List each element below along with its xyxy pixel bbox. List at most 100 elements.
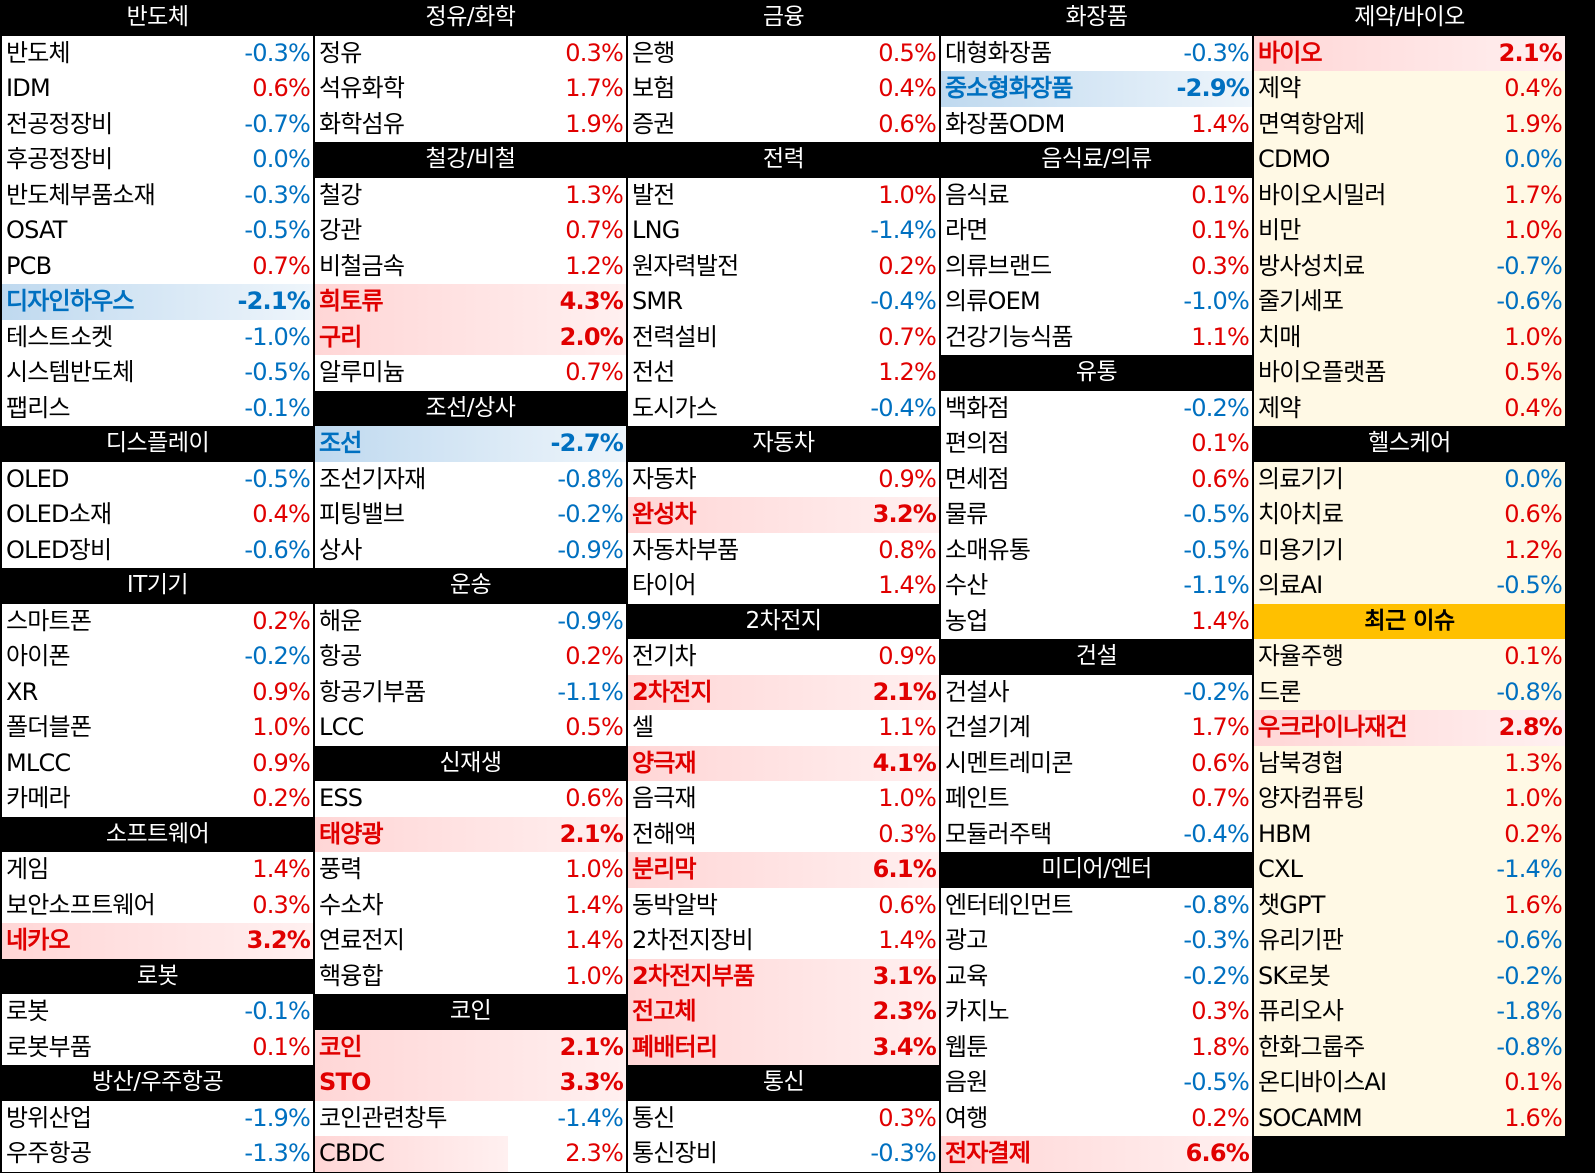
sector-row[interactable]: ESS 0.6%	[315, 781, 626, 817]
sector-row[interactable]: 타이어 1.4%	[628, 568, 939, 604]
sector-row[interactable]: 코인 2.1%	[315, 1029, 626, 1065]
sector-row[interactable]: 조선기자재 -0.8%	[315, 462, 626, 498]
sector-row[interactable]: 카메라 0.2%	[2, 781, 313, 817]
sector-row[interactable]: 항공기부품 -1.1%	[315, 675, 626, 711]
sector-row[interactable]: 전자결제 6.6%	[941, 1136, 1252, 1172]
sector-row[interactable]: 제약 0.4%	[1254, 390, 1565, 426]
sector-row[interactable]: 건설사 -0.2%	[941, 675, 1252, 711]
sector-row[interactable]: 여행 0.2%	[941, 1101, 1252, 1137]
sector-row[interactable]: 의류브랜드 0.3%	[941, 249, 1252, 285]
sector-row[interactable]: 은행 0.5%	[628, 36, 939, 72]
sector-row[interactable]: 보험 0.4%	[628, 71, 939, 107]
sector-row[interactable]: 연료전지 1.4%	[315, 923, 626, 959]
sector-row[interactable]: 면역항암제 1.9%	[1254, 106, 1565, 142]
sector-row[interactable]: 편의점 0.1%	[941, 426, 1252, 462]
sector-row[interactable]: 로봇부품 0.1%	[2, 1030, 313, 1066]
sector-row[interactable]: 대형화장품 -0.3%	[941, 36, 1252, 72]
sector-row[interactable]: IDM 0.6%	[2, 71, 313, 107]
sector-row[interactable]: 화학섬유 1.9%	[315, 107, 626, 143]
sector-row[interactable]: 항공 0.2%	[315, 639, 626, 675]
sector-row[interactable]: 전선 1.2%	[628, 355, 939, 391]
sector-row[interactable]: 전기차 0.9%	[628, 639, 939, 675]
sector-row[interactable]: SMR -0.4%	[628, 284, 939, 320]
sector-row[interactable]: 건강기능식품 1.1%	[941, 320, 1252, 356]
sector-row[interactable]: PCB 0.7%	[2, 249, 313, 285]
sector-row[interactable]: 농업 1.4%	[941, 604, 1252, 640]
sector-row[interactable]: 비철금속 1.2%	[315, 249, 626, 285]
sector-row[interactable]: 교육 -0.2%	[941, 959, 1252, 995]
sector-row[interactable]: STO 3.3%	[315, 1065, 626, 1101]
sector-row[interactable]: 핵융합 1.0%	[315, 959, 626, 995]
sector-row[interactable]: 바이오시밀러 1.7%	[1254, 177, 1565, 213]
sector-row[interactable]: 동박알박 0.6%	[628, 888, 939, 924]
sector-row[interactable]: 2차전지부품 3.1%	[628, 958, 939, 994]
sector-row[interactable]: OLED장비 -0.6%	[2, 533, 313, 569]
sector-row[interactable]: 분리막 6.1%	[628, 852, 939, 888]
sector-row[interactable]: 석유화학 1.7%	[315, 71, 626, 107]
sector-row[interactable]: 음원 -0.5%	[941, 1065, 1252, 1101]
sector-row[interactable]: OLED -0.5%	[2, 462, 313, 498]
sector-row[interactable]: LNG -1.4%	[628, 213, 939, 249]
sector-row[interactable]: SOCAMM 1.6%	[1254, 1100, 1565, 1136]
sector-row[interactable]: 의류OEM -1.0%	[941, 284, 1252, 320]
sector-row[interactable]: 소매유통 -0.5%	[941, 533, 1252, 569]
sector-row[interactable]: 해운 -0.9%	[315, 604, 626, 640]
sector-row[interactable]: 증권 0.6%	[628, 107, 939, 143]
sector-row[interactable]: 팹리스 -0.1%	[2, 391, 313, 427]
sector-row[interactable]: 보안소프트웨어 0.3%	[2, 888, 313, 924]
sector-row[interactable]: 엔터테인먼트 -0.8%	[941, 888, 1252, 924]
sector-row[interactable]: 통신 0.3%	[628, 1101, 939, 1137]
sector-row[interactable]: 자율주행 0.1%	[1254, 639, 1565, 675]
sector-row[interactable]: 시스템반도체 -0.5%	[2, 355, 313, 391]
sector-row[interactable]: CBDC 2.3%	[315, 1136, 626, 1172]
sector-row[interactable]: 웹툰 1.8%	[941, 1030, 1252, 1066]
sector-row[interactable]: MLCC 0.9%	[2, 746, 313, 782]
sector-row[interactable]: SK로봇 -0.2%	[1254, 958, 1565, 994]
sector-row[interactable]: 미용기기 1.2%	[1254, 532, 1565, 568]
sector-row[interactable]: 알루미늄 0.7%	[315, 355, 626, 391]
sector-row[interactable]: 셀 1.1%	[628, 710, 939, 746]
sector-row[interactable]: HBM 0.2%	[1254, 816, 1565, 852]
sector-row[interactable]: 코인관련창투 -1.4%	[315, 1101, 626, 1137]
sector-row[interactable]: 바이오 2.1%	[1254, 35, 1565, 71]
sector-row[interactable]: 디자인하우스 -2.1%	[2, 284, 313, 320]
sector-row[interactable]: 2차전지장비 1.4%	[628, 923, 939, 959]
sector-row[interactable]: 폴더블폰 1.0%	[2, 710, 313, 746]
sector-row[interactable]: 전공정장비 -0.7%	[2, 107, 313, 143]
sector-row[interactable]: 풍력 1.0%	[315, 852, 626, 888]
sector-row[interactable]: 자동차부품 0.8%	[628, 533, 939, 569]
sector-row[interactable]: 수산 -1.1%	[941, 568, 1252, 604]
sector-row[interactable]: CXL -1.4%	[1254, 852, 1565, 888]
sector-row[interactable]: 의료기기 0.0%	[1254, 461, 1565, 497]
sector-row[interactable]: 태양광 2.1%	[315, 816, 626, 852]
sector-row[interactable]: 퓨리오사 -1.8%	[1254, 994, 1565, 1030]
sector-row[interactable]: 통신장비 -0.3%	[628, 1136, 939, 1172]
sector-row[interactable]: 모듈러주택 -0.4%	[941, 817, 1252, 853]
sector-row[interactable]: 전력설비 0.7%	[628, 320, 939, 356]
sector-row[interactable]: 수소차 1.4%	[315, 888, 626, 924]
sector-row[interactable]: 조선 -2.7%	[315, 426, 626, 462]
sector-row[interactable]: 폐배터리 3.4%	[628, 1029, 939, 1065]
sector-row[interactable]: 남북경협 1.3%	[1254, 745, 1565, 781]
sector-row[interactable]: 철강 1.3%	[315, 178, 626, 214]
sector-row[interactable]: 광고 -0.3%	[941, 923, 1252, 959]
sector-row[interactable]: 스마트폰 0.2%	[2, 604, 313, 640]
sector-row[interactable]: 치아치료 0.6%	[1254, 497, 1565, 533]
sector-row[interactable]: 자동차 0.9%	[628, 462, 939, 498]
sector-row[interactable]: 건설기계 1.7%	[941, 710, 1252, 746]
sector-row[interactable]: 정유 0.3%	[315, 36, 626, 72]
sector-row[interactable]: 도시가스 -0.4%	[628, 391, 939, 427]
sector-row[interactable]: 전해액 0.3%	[628, 817, 939, 853]
sector-row[interactable]: XR 0.9%	[2, 675, 313, 711]
sector-row[interactable]: 비만 1.0%	[1254, 213, 1565, 249]
sector-row[interactable]: 우주항공 -1.3%	[2, 1136, 313, 1172]
sector-row[interactable]: 강관 0.7%	[315, 213, 626, 249]
sector-row[interactable]: 피팅밸브 -0.2%	[315, 497, 626, 533]
sector-row[interactable]: 페인트 0.7%	[941, 781, 1252, 817]
sector-row[interactable]: 아이폰 -0.2%	[2, 639, 313, 675]
sector-row[interactable]: OSAT -0.5%	[2, 213, 313, 249]
sector-row[interactable]: 전고체 2.3%	[628, 994, 939, 1030]
sector-row[interactable]: 물류 -0.5%	[941, 497, 1252, 533]
sector-row[interactable]: 제약 0.4%	[1254, 71, 1565, 107]
sector-row[interactable]: 완성차 3.2%	[628, 497, 939, 533]
